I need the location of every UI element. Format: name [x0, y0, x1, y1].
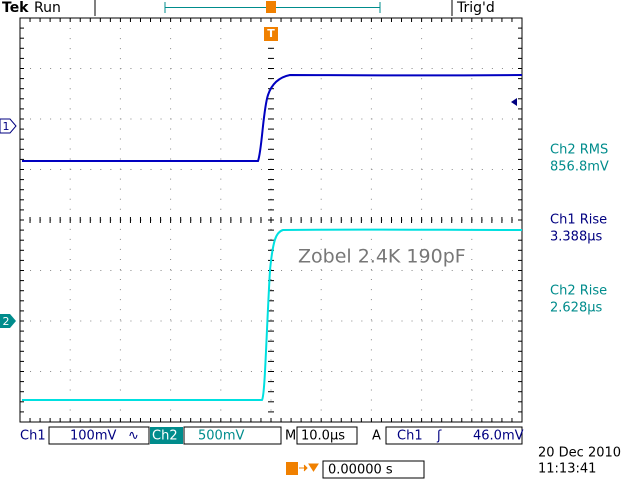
graticule-frame: [19, 17, 523, 423]
trigger-slope: ʃ: [436, 429, 442, 444]
ch1-bandwidth: ∿: [128, 429, 139, 444]
measurement-label: Ch2 Rise: [550, 284, 607, 299]
trigger-arrow-icon: [299, 463, 319, 472]
trigger-status: Trig'd: [456, 0, 495, 16]
ch2-trace: [22, 228, 523, 401]
ch2-marker: 2: [3, 315, 10, 328]
trigger-position: 0.00000 s: [328, 463, 393, 478]
measurement-label: Ch2 RMS: [550, 143, 608, 158]
ch2-scale: 500mV: [198, 429, 244, 444]
ch2-marker-bg: [0, 314, 16, 328]
ch1-box: [48, 426, 150, 445]
trigger-marker: T: [267, 27, 275, 40]
ch1-level-arrow: [511, 98, 517, 106]
ch2-label-bg: [150, 427, 183, 444]
trigger-mode: A: [372, 429, 381, 444]
graticule: [19, 17, 523, 423]
ch1-marker-bg: [0, 118, 17, 134]
time-scale: 10.0µs: [301, 429, 345, 444]
time-box: [296, 426, 358, 445]
trigger-icon: [286, 462, 298, 475]
measurement-label: Ch1 Rise: [550, 213, 607, 228]
ch2-box: [183, 426, 282, 445]
time: 11:13:41: [538, 462, 596, 477]
ch1-marker: 1: [3, 120, 10, 133]
ch1-scale: 100mV: [70, 429, 116, 444]
measurement-value: 2.628µs: [550, 301, 602, 316]
trigger-marker-bg: [264, 27, 278, 41]
run-status: Run: [34, 0, 61, 16]
ch1-trace: [22, 73, 523, 162]
date: 20 Dec 2010: [538, 446, 621, 461]
time-label: M: [285, 429, 296, 444]
trigger-pos-marker: [266, 1, 276, 13]
ch2-label: Ch2: [152, 429, 178, 444]
trigger-position-box: [322, 460, 425, 479]
measurement-value: 856.8mV: [550, 160, 609, 175]
brand: Tek: [2, 0, 29, 16]
trigger-box: [385, 426, 523, 445]
ch1-label: Ch1: [20, 429, 46, 444]
annotation: Zobel 2.4K 190pF: [298, 246, 466, 268]
measurement-value: 3.388µs: [550, 230, 602, 245]
trigger-source: Ch1: [397, 429, 423, 444]
trigger-level: 46.0mV: [473, 429, 524, 444]
